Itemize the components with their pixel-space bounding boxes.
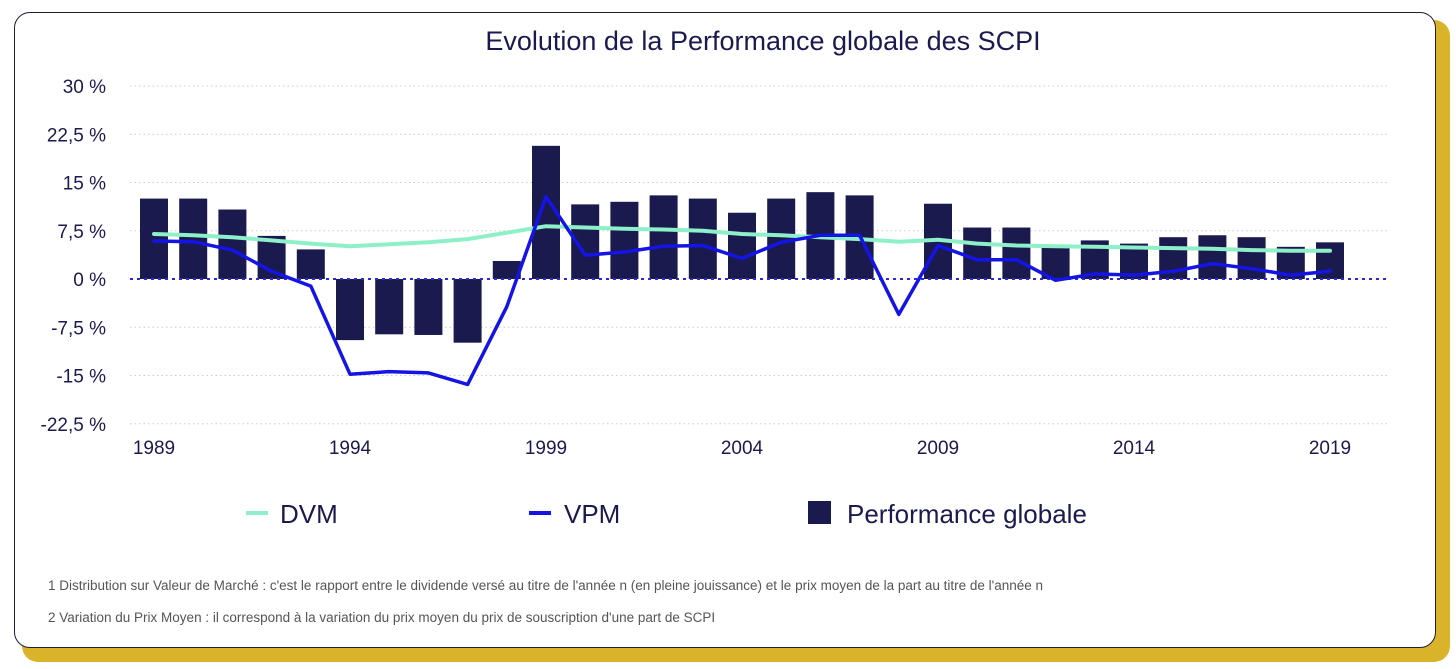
legend-performance-label: Performance globale: [847, 499, 1087, 529]
grid-lines: [130, 85, 1390, 425]
bar-performance-1994: [336, 279, 364, 341]
bar-performance-1998: [492, 260, 521, 279]
x-tick-label: 1989: [133, 438, 175, 459]
bar-performance-2011: [1002, 227, 1031, 279]
chart-card: [14, 12, 1436, 648]
y-tick-label: 30 %: [63, 77, 106, 98]
x-tick-label: 2009: [917, 438, 959, 459]
bar-performance-2010: [963, 227, 992, 279]
footnote-2: 2 Variation du Prix Moyen : il correspon…: [48, 610, 716, 625]
lines-group: [152, 194, 1332, 387]
y-tick-label: -22,5 %: [41, 415, 107, 436]
x-tick-label: 1994: [329, 438, 372, 459]
bar-performance-2004: [728, 212, 756, 279]
x-axis-ticks: 1989 1994 1999 2004 2009 2014 2019: [133, 438, 1351, 459]
legend-vpm-label: VPM: [564, 499, 620, 529]
bar-performance-1995: [375, 279, 404, 335]
legend: DVM VPM Performance globale: [246, 499, 1087, 529]
legend-performance-swatch: [808, 501, 831, 524]
line-dvm: [152, 224, 1332, 253]
bar-performance-1997: [453, 279, 482, 343]
bar-performance-2005: [767, 198, 796, 279]
bar-performance-1993: [296, 249, 325, 279]
chart-title: Evolution de la Performance globale des …: [485, 26, 1040, 56]
y-tick-label: 22,5 %: [47, 125, 106, 146]
y-tick-label: 15 %: [63, 174, 106, 195]
y-tick-label: 7,5 %: [57, 222, 106, 243]
y-tick-label: 0 %: [73, 270, 106, 291]
line-vpm: [152, 194, 1332, 387]
bar-performance-1990: [179, 198, 208, 279]
x-tick-label: 2004: [721, 438, 764, 459]
y-axis-ticks: 30 % 22,5 % 15 % 7,5 % 0 % -7,5 % -15 % -22,5 %: [41, 77, 107, 436]
bar-performance-2001: [610, 201, 639, 279]
footnote-1: 1 Distribution sur Valeur de Marché : c'…: [48, 578, 1044, 593]
y-tick-label: -15 %: [56, 367, 106, 388]
bar-performance-2003: [688, 198, 717, 279]
x-tick-label: 2019: [1309, 438, 1351, 459]
y-tick-label: -7,5 %: [51, 318, 106, 339]
bar-performance-2017: [1237, 237, 1266, 279]
bar-performance-1989: [140, 198, 168, 279]
x-tick-label: 1999: [525, 438, 567, 459]
x-tick-label: 2014: [1113, 438, 1156, 459]
bar-performance-2002: [649, 195, 678, 279]
bar-performance-1996: [414, 279, 443, 335]
bar-performance-2016: [1198, 235, 1227, 279]
bar-performance-1991: [218, 209, 247, 279]
legend-dvm-label: DVM: [280, 499, 338, 529]
